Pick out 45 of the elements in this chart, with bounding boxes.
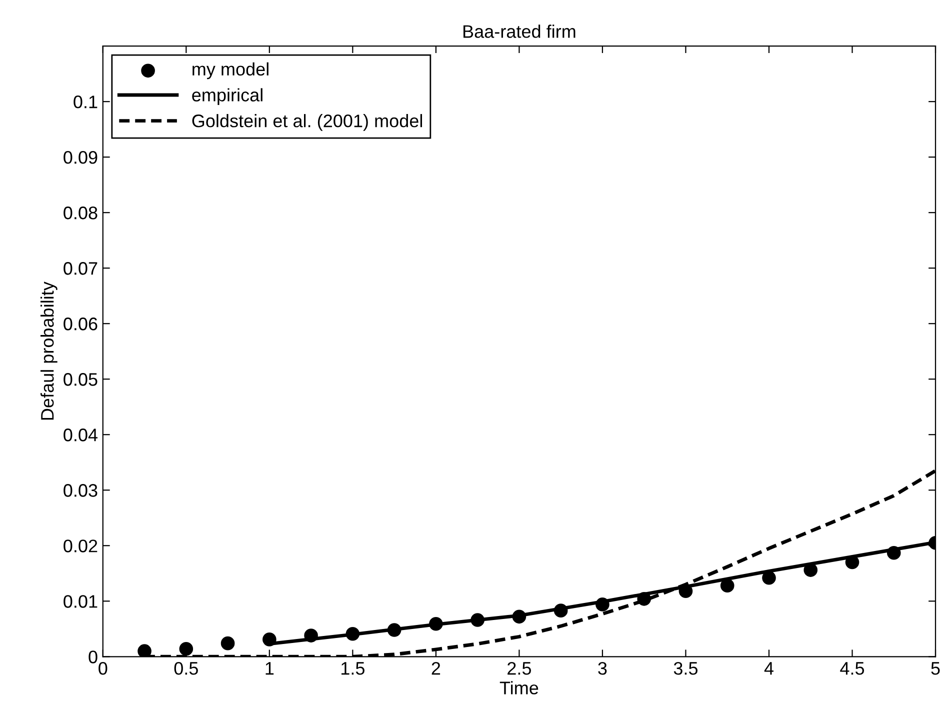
x-axis-title: Time	[500, 681, 538, 694]
point	[886, 546, 901, 560]
x-tick-label: 0	[98, 662, 108, 675]
legend-label: Goldstein et al. (2001) model	[192, 114, 422, 131]
point	[304, 628, 318, 642]
point	[762, 570, 776, 585]
point	[179, 642, 194, 656]
y-tick-label: 0.08	[64, 206, 98, 220]
x-tick-label: 2	[432, 662, 440, 675]
point	[554, 604, 568, 618]
point	[387, 623, 402, 637]
point	[220, 636, 235, 650]
y-tick-label: 0.06	[64, 318, 98, 330]
point	[596, 598, 610, 612]
x-tick-label: 4	[764, 662, 774, 675]
y-tick-label: 0.01	[64, 595, 98, 608]
x-tick-label: 1.5	[342, 662, 364, 675]
x-tick-label: 3.5	[674, 662, 698, 675]
point	[804, 563, 818, 577]
legend-label: my model	[192, 62, 268, 80]
y-axis-title: Defaul probability	[40, 282, 58, 420]
point	[346, 626, 360, 641]
x-tick-label: 4.5	[840, 662, 864, 675]
x-tick-label: 5	[931, 662, 940, 675]
point	[720, 578, 734, 592]
x-tick-label: 3	[598, 662, 607, 675]
x-tick-label: 0.5	[174, 662, 198, 675]
point	[637, 592, 651, 606]
y-tick-label: 0.04	[64, 428, 98, 442]
x-tick-label: 2.5	[508, 662, 531, 675]
legend-label: empirical	[192, 88, 262, 106]
y-tick-label: 0	[88, 650, 98, 664]
x-tick-label: 1	[266, 662, 274, 675]
y-tick-label: 0.02	[64, 540, 98, 552]
point	[470, 613, 484, 627]
point	[512, 610, 526, 624]
y-tick-label: 0.07	[64, 262, 98, 275]
point	[138, 644, 152, 657]
y-tick-label: 0.05	[64, 373, 98, 386]
y-tick-label: 0.03	[64, 484, 98, 497]
y-tick-label: 0.1	[74, 96, 98, 108]
y-tick-label: 0.09	[64, 151, 98, 164]
point	[429, 616, 443, 631]
chart-title: Baa-rated firm	[463, 24, 576, 38]
point	[262, 632, 276, 646]
